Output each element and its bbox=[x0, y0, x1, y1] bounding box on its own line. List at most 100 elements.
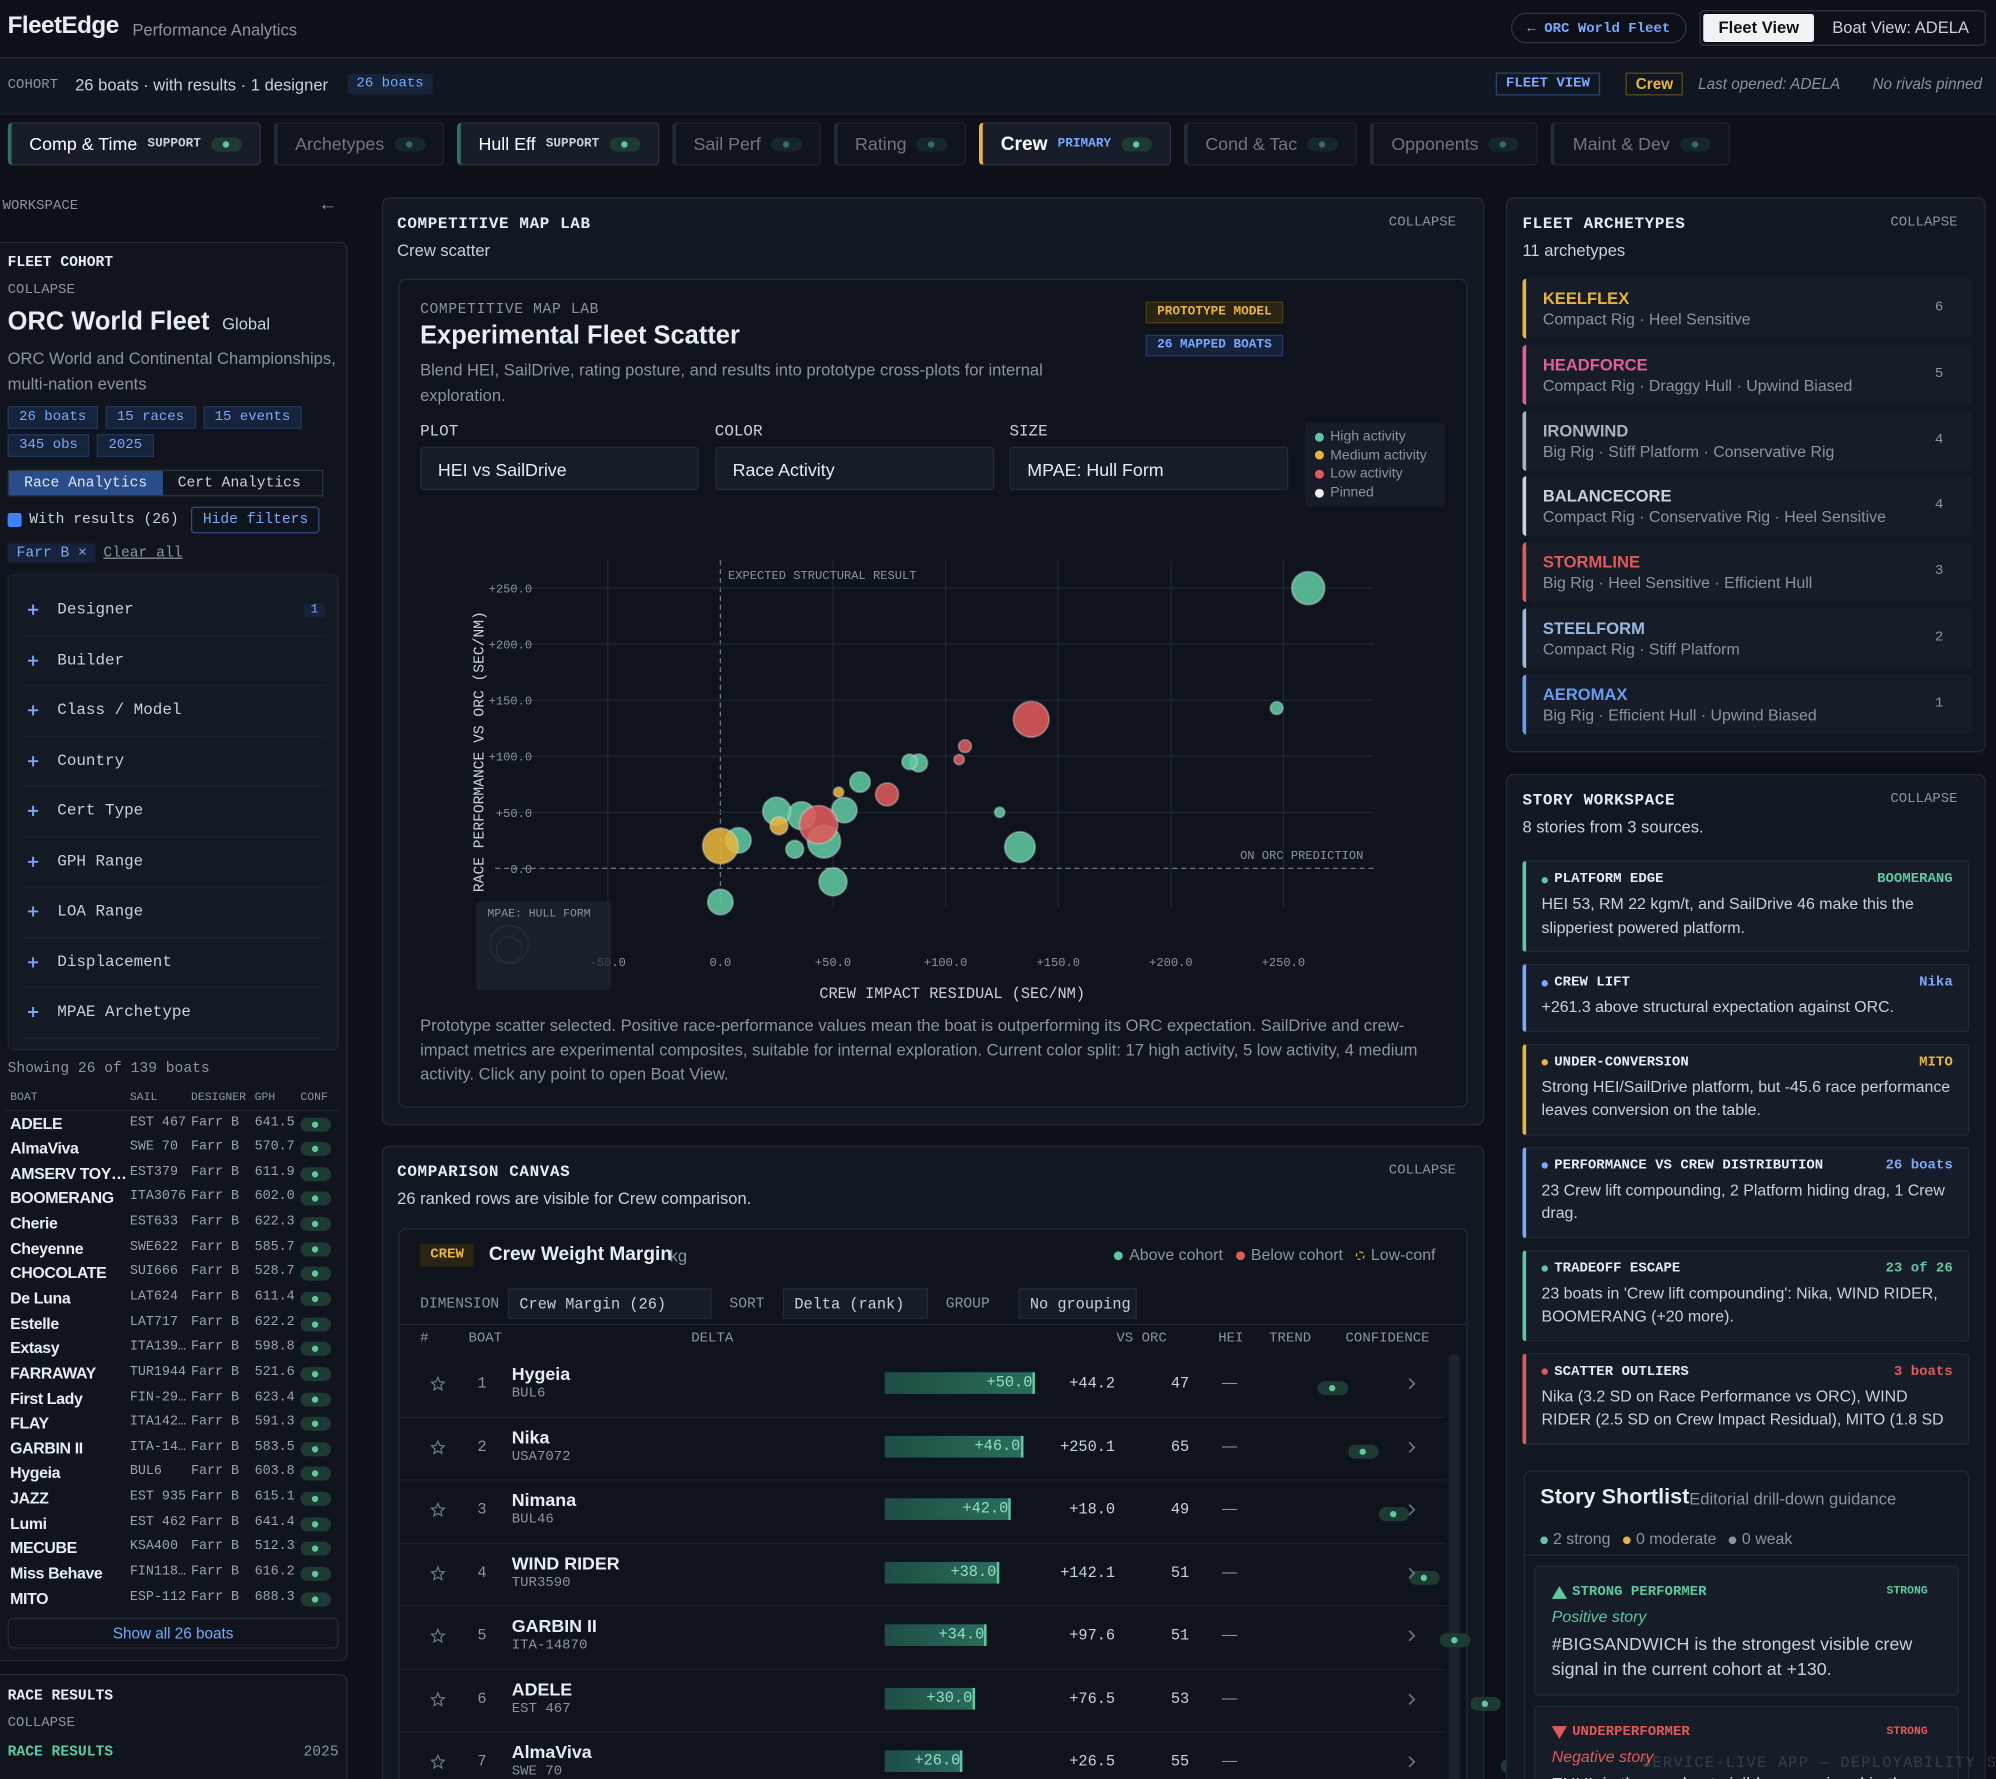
clear-all[interactable]: Clear all bbox=[103, 544, 183, 562]
tab[interactable]: Sail Perf bbox=[671, 122, 821, 166]
shortlist-card-title: STRONG PERFORMER bbox=[1572, 1584, 1707, 1601]
boat-row[interactable]: Miss Behave FIN118… Farr B 616.2 bbox=[5, 1561, 339, 1586]
boat-row[interactable]: Hygeia BUL6 Farr B 603.8 bbox=[5, 1461, 339, 1486]
boat-row[interactable]: JAZZ EST 935 Farr B 615.1 bbox=[5, 1486, 339, 1511]
filter-row[interactable]: GPH Range bbox=[21, 837, 325, 888]
signal-arrow bbox=[1551, 1726, 1568, 1739]
boat-cell: Farr B bbox=[190, 1264, 240, 1280]
boat-row[interactable]: AMSERV TOY… EST379 Farr B 611.9 bbox=[5, 1161, 339, 1186]
tab[interactable]: Hull Eff SUPPORT bbox=[456, 122, 660, 166]
show-all[interactable]: Show all 26 boats bbox=[7, 1618, 339, 1649]
boat-row[interactable]: MITO ESP-112 Farr B 688.3 bbox=[5, 1586, 339, 1611]
filter-row[interactable]: Designer 1 bbox=[21, 586, 325, 636]
control-select[interactable]: Delta (rank) bbox=[782, 1288, 928, 1319]
boat-row[interactable]: Extasy ITA139… Farr B 598.8 bbox=[5, 1336, 339, 1361]
boat-name: Extasy bbox=[10, 1339, 60, 1358]
vs-orc: +26.5 bbox=[1069, 1752, 1116, 1771]
boat-row[interactable]: FARRAWAY TUR1944 Farr B 521.6 bbox=[5, 1361, 339, 1386]
archetype-row[interactable] bbox=[1522, 542, 1972, 603]
story-card[interactable]: SCATTER OUTLIERS 3 boats Nika (3.2 SD on R… bbox=[1522, 1352, 1970, 1445]
control-select[interactable]: Race Activity bbox=[714, 446, 994, 491]
comparison-row[interactable] bbox=[399, 1479, 1447, 1544]
story-card[interactable]: CREW LIFT Nika +261.3 above structural exp… bbox=[1522, 963, 1970, 1032]
boat-row[interactable]: Cheyenne SWE622 Farr B 585.7 bbox=[5, 1236, 339, 1261]
boat-row[interactable]: Cherie EST633 Farr B 622.3 bbox=[5, 1211, 339, 1236]
filter-row[interactable]: Displacement bbox=[21, 938, 325, 988]
filter-row[interactable]: Country bbox=[21, 736, 325, 787]
tab[interactable]: Archetypes bbox=[273, 122, 445, 166]
shortlist-card[interactable] bbox=[1533, 1565, 1960, 1696]
filter-row[interactable]: Builder bbox=[21, 636, 325, 687]
boat-cell: BUL6 bbox=[129, 1464, 162, 1480]
filter-row[interactable]: Cert Type bbox=[21, 787, 325, 837]
story-card[interactable]: PERFORMANCE VS CREW DISTRIBUTION 26 boats… bbox=[1522, 1146, 1970, 1238]
collapse[interactable]: COLLAPSE bbox=[7, 1715, 75, 1732]
collapse[interactable]: COLLAPSE bbox=[7, 282, 75, 298]
results-label: RACE RESULTS bbox=[7, 1743, 114, 1761]
story-card[interactable]: TRADEOFF ESCAPE 23 of 26 23 boats in 'Crew… bbox=[1522, 1249, 1970, 1342]
boat-cell: Farr B bbox=[190, 1214, 240, 1230]
control-select[interactable]: No grouping bbox=[1018, 1288, 1137, 1319]
view-tab[interactable]: Fleet View bbox=[1703, 14, 1815, 43]
comparison-row[interactable] bbox=[399, 1605, 1447, 1670]
story-title: UNDER-CONVERSION bbox=[1554, 1054, 1689, 1070]
tab[interactable]: Rating bbox=[833, 122, 967, 166]
view-tab[interactable]: Boat View: ADELA bbox=[1832, 17, 1969, 37]
tab[interactable]: Crew PRIMARY bbox=[979, 122, 1171, 166]
boat-cell: 623.4 bbox=[254, 1389, 295, 1405]
collapse[interactable]: COLLAPSE bbox=[1388, 215, 1457, 231]
filter-row[interactable]: Class / Model bbox=[21, 686, 325, 737]
boat-row[interactable]: ADELE EST 467 Farr B 641.5 bbox=[5, 1111, 339, 1136]
mode-tab[interactable]: Cert Analytics bbox=[177, 474, 301, 492]
tab[interactable]: Comp & Time SUPPORT bbox=[7, 122, 261, 166]
boat-row[interactable]: GARBIN II ITA-14… Farr B 583.5 bbox=[5, 1436, 339, 1461]
tab[interactable]: Maint & Dev bbox=[1551, 122, 1730, 166]
archetype-row[interactable] bbox=[1522, 608, 1972, 669]
boat-row[interactable]: First Lady FIN-29… Farr B 623.4 bbox=[5, 1386, 339, 1411]
control-select[interactable]: MPAE: Hull Form bbox=[1009, 446, 1289, 491]
comparison-row[interactable] bbox=[399, 1542, 1447, 1607]
showing: Showing 26 of 139 boats bbox=[7, 1059, 210, 1077]
mode-tab[interactable]: Race Analytics bbox=[8, 470, 163, 496]
boat-row[interactable]: AlmaViva SWE 70 Farr B 570.7 bbox=[5, 1136, 339, 1161]
hide-filters[interactable]: Hide filters bbox=[191, 506, 320, 534]
comparison-row[interactable] bbox=[399, 1668, 1447, 1733]
comparison-row[interactable] bbox=[399, 1416, 1447, 1481]
archetype-row[interactable] bbox=[1522, 410, 1972, 471]
boat-cell: SWE622 bbox=[129, 1239, 178, 1255]
boat-cell: Farr B bbox=[190, 1289, 240, 1305]
boat-row[interactable]: Lumi EST 462 Farr B 641.4 bbox=[5, 1511, 339, 1536]
archetype-row[interactable] bbox=[1522, 344, 1972, 405]
boat-row[interactable]: MECUBE KSA400 Farr B 512.3 bbox=[5, 1536, 339, 1561]
count: 2 strong bbox=[1540, 1530, 1611, 1548]
filter-row[interactable]: LOA Range bbox=[21, 887, 325, 938]
boat-name: Hygeia bbox=[511, 1363, 571, 1384]
archetype-row[interactable] bbox=[1522, 674, 1972, 735]
story-card[interactable]: PLATFORM EDGE BOOMERANG HEI 53, RM 22 kgm/… bbox=[1522, 860, 1970, 953]
checkbox[interactable] bbox=[7, 513, 22, 528]
boat-row[interactable]: FLAY ITA142… Farr B 591.3 bbox=[5, 1411, 339, 1436]
workspace-back[interactable]: ← bbox=[318, 193, 338, 216]
filter-row[interactable]: MPAE Archetype bbox=[21, 988, 325, 1039]
collapse[interactable]: COLLAPSE bbox=[1890, 791, 1958, 808]
tab-tag: SUPPORT bbox=[147, 136, 201, 151]
shortlist-card[interactable] bbox=[1533, 1705, 1960, 1779]
archetype-row[interactable] bbox=[1522, 278, 1972, 339]
filter-chip[interactable]: Farr B × bbox=[7, 543, 96, 563]
boat-row[interactable]: De Luna LAT624 Farr B 611.4 bbox=[5, 1286, 339, 1311]
control-select[interactable]: Crew Margin (26) bbox=[507, 1288, 712, 1319]
back-button[interactable]: ← ORC World Fleet bbox=[1511, 12, 1687, 44]
comparison-row[interactable] bbox=[399, 1353, 1447, 1418]
collapse[interactable]: COLLAPSE bbox=[1890, 215, 1958, 231]
collapse[interactable]: COLLAPSE bbox=[1388, 1163, 1457, 1179]
boat-row[interactable]: BOOMERANG ITA3076 Farr B 602.0 bbox=[5, 1186, 339, 1211]
boat-row[interactable]: CHOCOLATE SUI666 Farr B 528.7 bbox=[5, 1261, 339, 1286]
confidence-toggle bbox=[300, 1167, 331, 1182]
control-select[interactable]: HEI vs SailDrive bbox=[420, 446, 699, 491]
story-card[interactable]: UNDER-CONVERSION MITO Strong HEI/SailDrive… bbox=[1522, 1043, 1970, 1135]
boat-row[interactable]: Estelle LAT717 Farr B 622.2 bbox=[5, 1311, 339, 1336]
plus-icon bbox=[28, 1007, 39, 1018]
tab[interactable]: Opponents bbox=[1369, 122, 1539, 166]
archetype-row[interactable] bbox=[1522, 476, 1972, 537]
tab[interactable]: Cond & Tac bbox=[1183, 122, 1357, 166]
